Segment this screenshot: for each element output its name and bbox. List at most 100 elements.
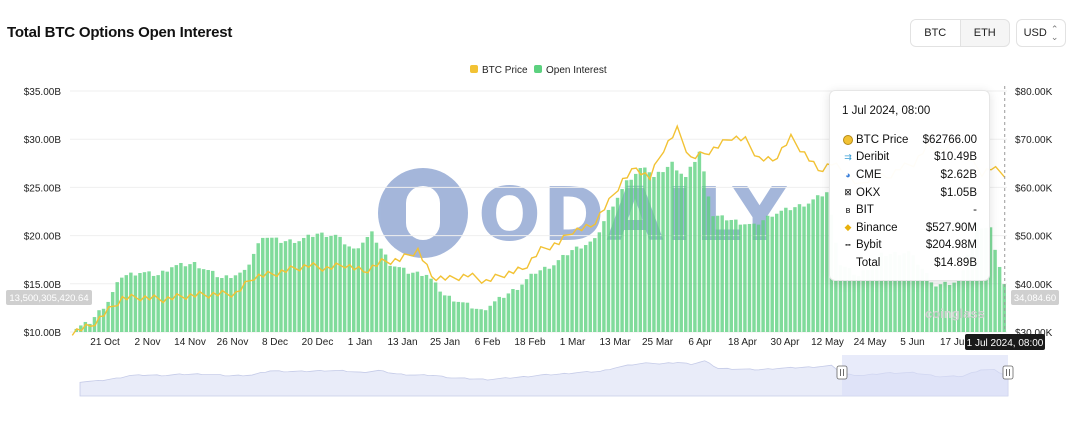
oi-bar [465,302,470,332]
bit-icon: ʙ [845,205,851,216]
oi-bar [188,264,192,332]
oi-bar [952,282,956,332]
oi-bar [993,249,997,332]
oi-bar [106,301,110,332]
oi-bar [283,241,288,332]
x-tick-label: 5 Jun [900,337,924,348]
chart-tooltip: 1 Jul 2024, 08:00 BTC Price $62766.00 ⇉ Der… [829,90,990,281]
x-tick-label: 6 Feb [475,337,501,348]
oi-bar [147,271,151,332]
tooltip-row-name: Bybit [856,239,882,252]
oi-bar [265,237,270,332]
oi-bar [947,284,952,332]
btc-price-dot-icon [842,134,854,145]
oi-bar [520,284,524,332]
crosshair-left-bg [6,290,92,305]
x-tick-label: 1 Jan [348,337,372,348]
oi-bar [383,254,388,332]
oi-bar [352,248,356,332]
legend-item[interactable]: BTC Price [470,65,528,76]
oi-bar [770,216,774,332]
tooltip-row-value: $1.05B [940,186,977,199]
oi-bar [315,233,320,332]
tooltip-row-name: Total [856,256,881,269]
oi-bar [515,289,520,332]
oi-bar [388,265,392,332]
oi-bar [347,246,351,332]
legend-swatch [470,65,478,73]
chart-title: Total BTC Options Open Interest [7,24,233,41]
tooltip-row: ╍ Bybit $204.98M [842,237,977,255]
handle-body [1002,365,1014,380]
oi-bar [370,231,374,332]
oi-bar [333,234,338,332]
oi-bar [847,267,852,332]
currency-select[interactable]: USD ⌃ ⌄ [1016,19,1066,47]
y-left-tick-label: $15.00B [24,280,62,291]
oi-bar [574,246,579,332]
oi-bar [893,251,897,332]
oi-bar [661,172,665,332]
oi-bar [133,275,138,332]
oi-bar [211,270,215,332]
oi-bar [697,151,702,332]
oi-bar [392,266,397,332]
oi-bar [361,242,365,332]
oi-bar [156,275,160,332]
oi-bar [251,253,256,332]
oi-bar [497,296,502,332]
x-tick-label: 25 Mar [642,337,674,348]
oi-bar [988,227,993,332]
oi-bar [670,161,674,332]
oi-bar [338,236,342,332]
oi-bar [611,206,615,332]
oi-bar [301,237,306,332]
oi-bar [720,215,724,332]
oi-bar [124,275,129,332]
oi-bar [802,206,806,332]
tooltip-row: ⇉ Deribit $10.49B [842,149,977,167]
tooltip-row-value: $204.98M [925,239,977,252]
oi-bar [174,265,179,332]
oi-bar [679,173,683,332]
oi-bar [897,255,902,332]
oi-bar [379,248,383,332]
oi-bar [92,317,97,332]
bybit-icon: ╍ [845,239,851,250]
oi-bar [806,203,811,332]
tooltip-row: ʙ BIT - [842,201,977,219]
oi-bar [615,197,620,332]
legend-item[interactable]: Open Interest [534,65,607,76]
oi-bar [997,266,1002,332]
oi-bar [834,242,838,332]
oi-bar [233,275,238,332]
tab-eth[interactable]: ETH [973,27,996,39]
navigator-handle-right[interactable] [1002,365,1014,380]
x-tick-label: 6 Apr [688,337,712,348]
crosshair-date-label: 1 Jul 2024, 08:00 [965,334,1045,350]
oi-bar [533,273,538,332]
oi-bar [943,281,947,332]
oi-bar [220,278,224,332]
oi-bar [779,210,784,332]
navigator-handle-left[interactable] [836,365,848,380]
oi-bar [938,284,943,332]
oi-bar [811,199,815,332]
oi-bar [470,308,474,332]
oi-bar [165,271,169,332]
tooltip-row: ◆ Binance $527.90M [842,219,977,237]
oi-bar [793,207,797,332]
crosshair-right-bg [1011,290,1059,305]
tab-btc[interactable]: BTC [911,20,961,46]
oi-bar [115,282,119,332]
oi-bar [506,293,511,332]
asset-toggle[interactable]: BTC ETH [910,19,1010,47]
oi-bar [606,209,611,332]
oi-bar [693,161,697,332]
oi-bar [429,278,433,332]
oi-bar [452,301,456,332]
y-right-tick-label: $50.00K [1015,232,1053,243]
oi-bar [556,260,561,332]
oi-bar [970,239,975,332]
